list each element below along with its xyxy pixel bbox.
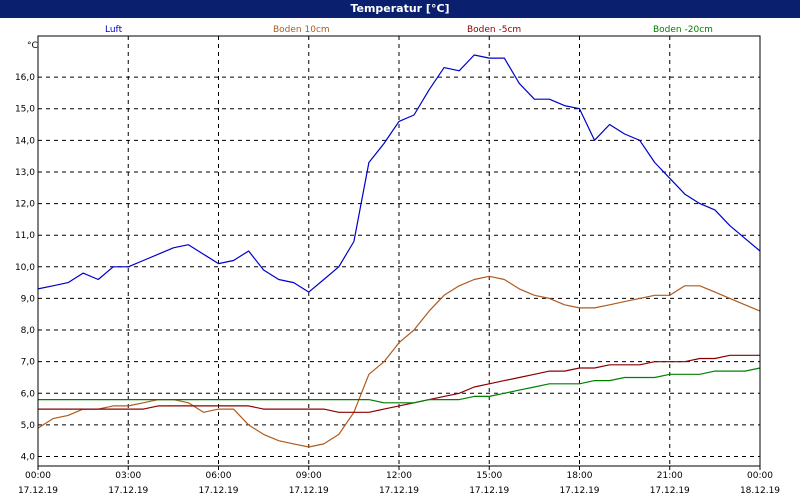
x-tick-date: 17.12.19 xyxy=(18,486,58,496)
y-tick-label: 11,0 xyxy=(15,231,35,241)
x-tick-labels: 00:00 17.12.19 03:00 17.12.19 06:00 17.12.19 0… xyxy=(18,471,780,496)
legend-boden-minus5cm: Boden -5cm xyxy=(467,25,522,35)
y-tick-label: 4,0 xyxy=(21,453,36,463)
x-tick-time: 00:00 xyxy=(25,471,51,481)
legend-boden-minus20cm: Boden -20cm xyxy=(653,25,713,35)
x-tick-date: 17.12.19 xyxy=(559,486,599,496)
x-tick-date: 17.12.19 xyxy=(108,486,148,496)
y-tick-label: 9,0 xyxy=(21,294,36,304)
y-tick-label: 10,0 xyxy=(15,263,35,273)
grid xyxy=(37,36,761,470)
plot-frame xyxy=(37,35,761,467)
x-tick-time: 18:00 xyxy=(567,471,593,481)
x-tick-time: 00:00 xyxy=(747,471,773,481)
y-tick-label: 16,0 xyxy=(15,73,35,83)
y-tick-label: 13,0 xyxy=(15,168,35,178)
x-tick-date: 17.12.19 xyxy=(198,486,238,496)
legend-boden-10cm: Boden 10cm xyxy=(273,25,330,35)
y-tick-label: 15,0 xyxy=(15,105,35,115)
y-tick-label: 12,0 xyxy=(15,200,35,210)
y-axis-unit: °C xyxy=(27,41,38,51)
x-tick-time: 12:00 xyxy=(386,471,412,481)
y-tick-label: 5,0 xyxy=(21,421,36,431)
x-tick-date: 17.12.19 xyxy=(650,486,690,496)
legend-luft: Luft xyxy=(105,25,123,35)
y-tick-label: 6,0 xyxy=(21,389,36,399)
y-tick-labels: 4,0 5,0 6,0 7,0 8,0 9,0 10,0 11,0 12,0 13,0 14,0 15… xyxy=(15,73,35,462)
series-line-luft xyxy=(37,54,761,293)
y-tick-label: 14,0 xyxy=(15,136,35,146)
x-tick-date: 17.12.19 xyxy=(379,486,419,496)
x-tick-time: 09:00 xyxy=(296,471,322,481)
x-tick-time: 21:00 xyxy=(657,471,683,481)
x-tick-date: 17.12.19 xyxy=(289,486,329,496)
series-line-boden-20cm xyxy=(38,367,761,404)
x-tick-date: 18.12.19 xyxy=(740,486,780,496)
x-tick-time: 15:00 xyxy=(476,471,502,481)
chart-title: Temperatur [°C] xyxy=(0,0,800,18)
y-tick-label: 7,0 xyxy=(21,358,36,368)
x-tick-time: 03:00 xyxy=(115,471,141,481)
x-tick-time: 06:00 xyxy=(206,471,232,481)
y-tick-label: 8,0 xyxy=(21,326,36,336)
series-group xyxy=(37,54,761,448)
series-line-boden-5cm xyxy=(38,354,760,413)
x-tick-date: 17.12.19 xyxy=(469,486,509,496)
